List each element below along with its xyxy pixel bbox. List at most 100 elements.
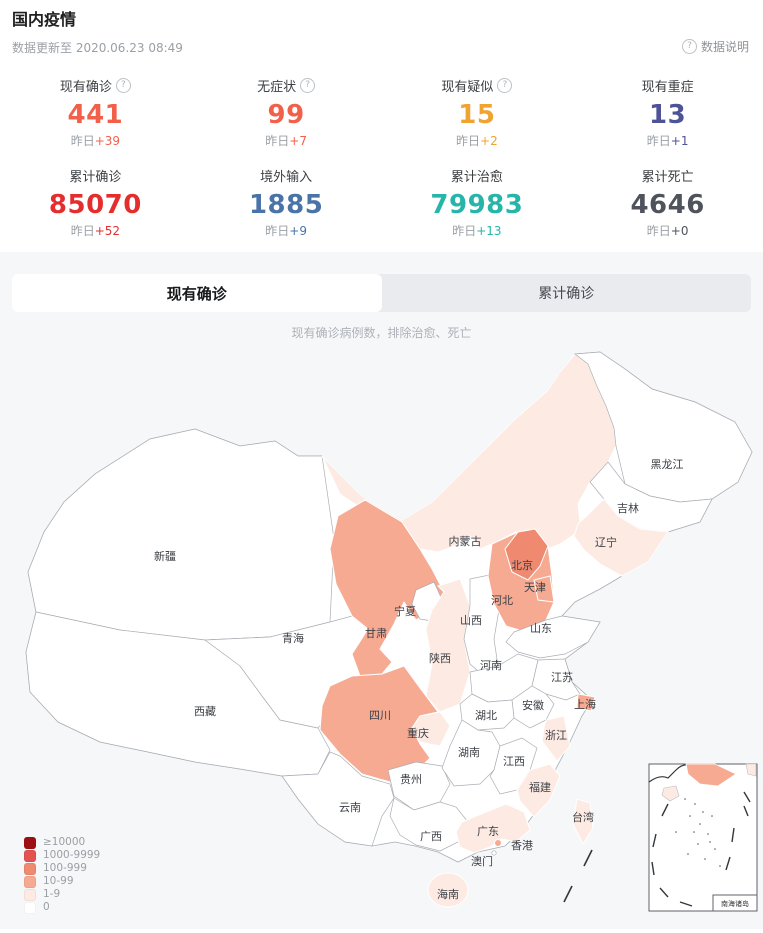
- province-taiwan[interactable]: [572, 798, 594, 846]
- delta-value: +39: [94, 134, 121, 148]
- legend-label: 10-99: [43, 875, 74, 887]
- stat-current-confirmed: 现有确诊? 441 昨日+39: [0, 76, 191, 149]
- province-label-fujian: 福建: [529, 780, 551, 794]
- province-gansu[interactable]: [329, 499, 445, 677]
- province-hainan[interactable]: [427, 872, 469, 908]
- help-icon[interactable]: ?: [300, 78, 316, 93]
- province-liaoning[interactable]: [573, 498, 669, 577]
- legend-label: ≥10000: [43, 836, 86, 848]
- stat-current-suspected: 现有疑似? 15 昨日+2: [382, 76, 573, 149]
- tab-current-confirmed[interactable]: 现有确诊: [12, 274, 382, 312]
- province-label-hunan: 湖南: [458, 746, 480, 759]
- province-label-shaanxi: 陕西: [429, 651, 451, 665]
- province-label-xinjiang: 新疆: [154, 549, 176, 563]
- delta-prefix: 昨日: [265, 134, 290, 148]
- legend-label: 1000-9999: [43, 849, 101, 861]
- map-section: 现有确诊 累计确诊 现有确诊病例数，排除治愈、死亡 新疆 西藏 青海 内蒙古 黑龙江 吉林…: [0, 252, 763, 929]
- stat-total-confirmed: 累计确诊? 85070 昨日+52: [0, 166, 191, 239]
- stat-total-cured: 累计治愈? 79983 昨日+13: [382, 166, 573, 239]
- province-neimenggu[interactable]: [321, 353, 617, 553]
- province-hunan[interactable]: [441, 719, 501, 787]
- inset-taiwan: [745, 763, 757, 777]
- stat-value: 441: [67, 100, 124, 130]
- delta-value: +7: [289, 134, 307, 148]
- province-chongqing[interactable]: [411, 711, 451, 747]
- province-shanghai[interactable]: [576, 693, 596, 712]
- province-guizhou[interactable]: [387, 761, 451, 811]
- delta-prefix: 昨日: [646, 134, 671, 148]
- province-jilin[interactable]: [589, 461, 713, 533]
- province-label-hubei: 湖北: [475, 709, 497, 722]
- legend-swatch: [24, 836, 36, 849]
- map-caption: 现有确诊病例数，排除治愈、死亡: [291, 326, 472, 340]
- province-label-shandong: 山东: [530, 622, 552, 635]
- legend-swatch: [24, 901, 36, 914]
- province-label-gansu: 甘肃: [365, 627, 387, 640]
- delta-value: +0: [670, 224, 689, 238]
- province-tianjin[interactable]: [533, 575, 555, 603]
- updated-time: 数据更新至 2020.06.23 08:49: [12, 41, 183, 55]
- inset-guangdong: [685, 763, 737, 787]
- legend-item: 1000-9999: [24, 849, 100, 862]
- legend-item: 100-999: [24, 862, 100, 875]
- province-label-jilin: 吉林: [617, 501, 639, 515]
- delta-value: +2: [480, 134, 498, 148]
- help-icon[interactable]: ?: [115, 78, 131, 93]
- delta-value: +9: [289, 224, 307, 238]
- delta-prefix: 昨日: [452, 224, 477, 238]
- legend-swatch: [24, 888, 36, 901]
- province-label-jiangxi: 江西: [503, 755, 525, 768]
- province-zhejiang[interactable]: [541, 715, 571, 762]
- stat-imported: 境外输入? 1885 昨日+9: [191, 166, 382, 239]
- province-yunnan[interactable]: [281, 751, 395, 847]
- stat-total-deaths: 累计死亡? 4646 昨日+0: [572, 166, 763, 239]
- delta-prefix: 昨日: [646, 224, 671, 238]
- stat-label: 累计治愈: [450, 170, 503, 185]
- legend-label: 0: [43, 901, 50, 913]
- province-label-hongkong: 香港: [511, 839, 533, 852]
- province-shandong[interactable]: [505, 615, 601, 659]
- province-hongkong[interactable]: [494, 839, 502, 847]
- province-label-henan: 河南: [480, 659, 502, 672]
- stat-label: 现有重症: [641, 80, 694, 95]
- stat-value: 85070: [48, 190, 142, 220]
- stat-value: 4646: [630, 190, 705, 220]
- delta-prefix: 昨日: [456, 134, 481, 148]
- province-beijing[interactable]: [504, 528, 549, 581]
- province-label-guangxi: 广西: [420, 830, 442, 843]
- province-label-sichuan: 四川: [369, 709, 391, 722]
- question-icon: ?: [681, 39, 697, 54]
- data-note-link[interactable]: ? 数据说明: [681, 38, 749, 55]
- legend-label: 100-999: [43, 862, 87, 874]
- province-label-hebei: 河北: [491, 594, 513, 607]
- stat-label: 现有确诊: [59, 80, 112, 95]
- province-guangdong[interactable]: [455, 803, 531, 854]
- delta-value: +1: [670, 134, 689, 148]
- province-xinjiang[interactable]: [27, 428, 335, 641]
- province-macau[interactable]: [491, 850, 497, 856]
- inset-label: 南海诸岛: [721, 899, 749, 908]
- delta-value: +52: [94, 224, 121, 238]
- help-icon[interactable]: ?: [497, 78, 513, 93]
- province-label-anhui: 安徽: [522, 698, 544, 712]
- province-label-guizhou: 贵州: [400, 773, 422, 786]
- legend-swatch: [24, 875, 36, 888]
- province-label-neimenggu: 内蒙古: [449, 534, 482, 548]
- province-sichuan[interactable]: [319, 665, 439, 783]
- legend-item: ≥10000: [24, 836, 100, 849]
- province-label-ningxia: 宁夏: [394, 604, 416, 618]
- stat-label: 现有疑似: [441, 80, 494, 95]
- province-label-liaoning: 辽宁: [595, 535, 617, 549]
- province-fujian[interactable]: [516, 763, 561, 818]
- stat-value: 79983: [430, 190, 524, 220]
- tab-total-confirmed[interactable]: 累计确诊: [538, 286, 595, 302]
- page-title: 国内疫情: [12, 10, 77, 29]
- stat-asymptomatic: 无症状? 99 昨日+7: [191, 76, 382, 149]
- province-label-hainan: 海南: [437, 887, 459, 901]
- province-label-yunnan: 云南: [339, 801, 361, 814]
- map-tabs: 现有确诊 累计确诊: [12, 274, 751, 312]
- stats-grid: 现有确诊? 441 昨日+39 无症状? 99 昨日+7 现有疑似? 15 昨日…: [0, 60, 763, 239]
- stat-label: 无症状: [257, 80, 297, 95]
- header: 国内疫情 数据更新至 2020.06.23 08:49 ? 数据说明: [0, 0, 763, 60]
- province-label-xizang: 西藏: [194, 705, 216, 718]
